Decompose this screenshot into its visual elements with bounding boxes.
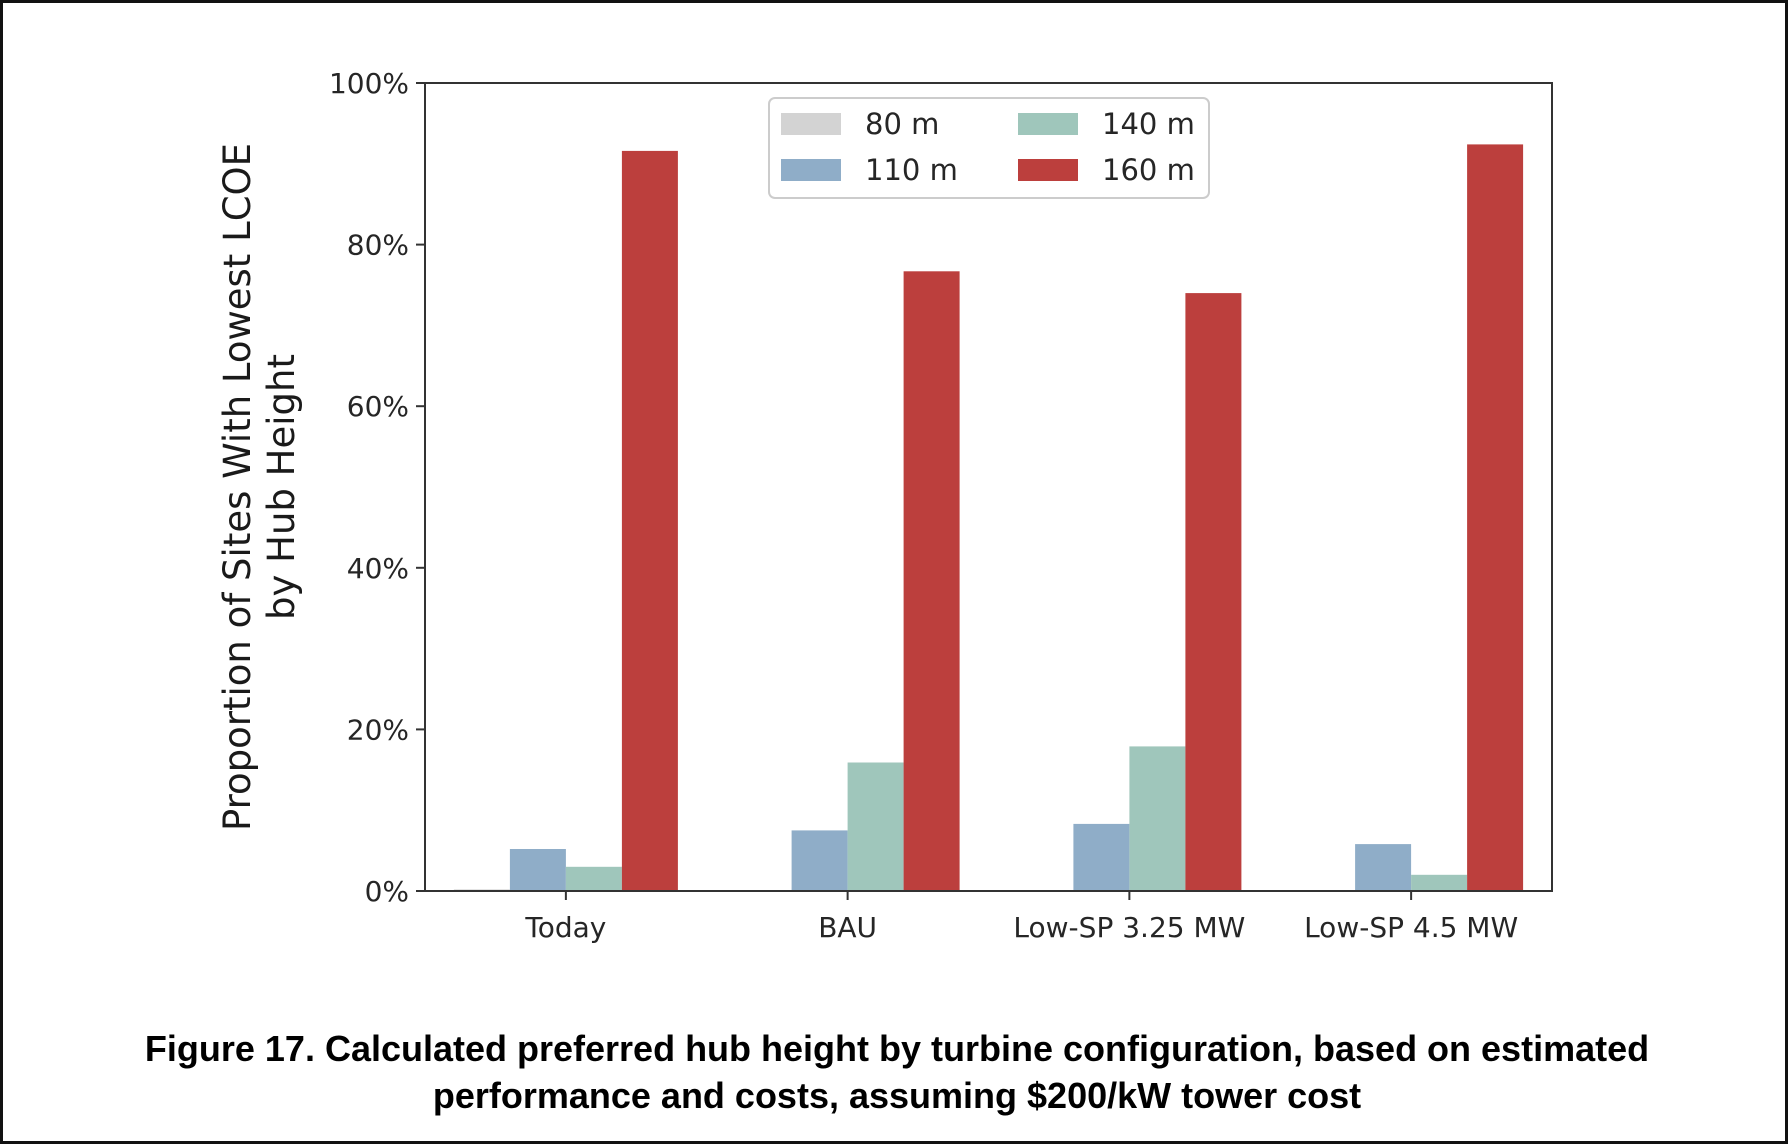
bar-low-sp-3-25-mw-110-m [1073, 823, 1130, 891]
y-tick-label: 40% [347, 552, 409, 585]
bar-low-sp-4-5-mw-140-m [1411, 874, 1468, 891]
bar-low-sp-4-5-mw-160-m [1467, 144, 1524, 891]
bar-bau-160-m [903, 271, 960, 891]
caption-line-1: Figure 17. Calculated preferred hub heig… [144, 1028, 1650, 1069]
legend-label-140-m: 140 m [1102, 107, 1195, 141]
plot-frame [424, 82, 1553, 892]
legend-label-160-m: 160 m [1102, 153, 1195, 187]
bar-today-160-m [621, 150, 678, 891]
x-tick-label: Today [524, 911, 606, 944]
legend-label-80-m: 80 m [865, 107, 939, 141]
y-axis-title-line: Proportion of Sites With Lowest LCOE [216, 143, 259, 831]
bar-chart: 0% 20% 40% 60% 80% 100% Today BAU Low-SP 3.25 MW… [216, 67, 1553, 944]
y-tick-label: 60% [347, 390, 409, 423]
y-tick-label: 0% [365, 875, 409, 908]
x-tick-label: BAU [818, 911, 877, 944]
axes-layer: 0% 20% 40% 60% 80% 100% Today BAU Low-SP 3.25 MW… [329, 67, 1553, 944]
bar-low-sp-3-25-mw-160-m [1185, 293, 1242, 892]
y-axis-title: Proportion of Sites With Lowest LCOEby H… [216, 143, 303, 831]
y-tick-label: 100% [329, 67, 409, 100]
legend-swatch-160-m [1018, 159, 1078, 181]
legend-swatch-140-m [1018, 113, 1078, 135]
y-axis-title-line: by Hub Height [260, 354, 303, 620]
figure-caption: Figure 17. Calculated preferred hub heig… [23, 1025, 1771, 1119]
legend-swatch-110-m [781, 159, 841, 181]
y-tick-label: 20% [347, 713, 409, 746]
bar-bau-110-m [791, 830, 848, 891]
legend: 80 m 110 m 140 m 160 m [768, 97, 1210, 199]
bar-low-sp-3-25-mw-140-m [1129, 746, 1186, 891]
bar-low-sp-4-5-mw-110-m [1355, 844, 1412, 891]
x-tick-label: Low-SP 4.5 MW [1304, 911, 1518, 944]
y-tick-label: 80% [347, 229, 409, 262]
bar-bau-140-m [847, 762, 904, 891]
x-tick-label: Low-SP 3.25 MW [1013, 911, 1245, 944]
bar-today-110-m [509, 849, 566, 891]
bar-today-140-m [565, 866, 622, 891]
bars-layer [453, 144, 1524, 892]
caption-line-2: performance and costs, assuming $200/kW … [432, 1075, 1362, 1116]
legend-swatch-80-m [781, 113, 841, 135]
legend-label-110-m: 110 m [865, 153, 958, 187]
legend-box [768, 97, 1210, 199]
